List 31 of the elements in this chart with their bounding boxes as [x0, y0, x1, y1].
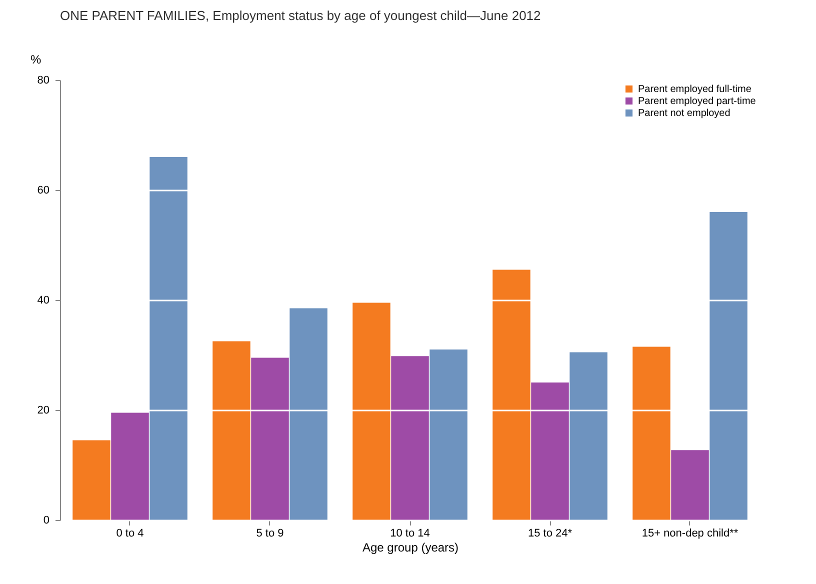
y-tick-label: 40: [37, 294, 50, 306]
y-tick-label: 0: [43, 514, 50, 526]
bar: [72, 440, 110, 520]
bar: [632, 346, 670, 520]
bar: [671, 450, 709, 520]
bar: [290, 308, 328, 520]
bar: [710, 212, 748, 520]
bar: [531, 382, 569, 520]
legend-label: Parent not employed: [638, 108, 730, 119]
y-tick-label: 60: [37, 184, 50, 196]
x-tick-label: 10 to 14: [390, 528, 430, 540]
x-tick-label: 0 to 4: [116, 528, 144, 540]
bar: [430, 350, 468, 520]
legend-label: Parent employed part-time: [638, 96, 756, 107]
bar: [391, 356, 429, 520]
x-axis-title: Age group (years): [362, 540, 459, 554]
x-tick-label: 5 to 9: [256, 528, 284, 540]
bar: [352, 302, 390, 520]
bar: [251, 358, 289, 520]
y-tick-label: 80: [37, 74, 50, 86]
bar: [150, 157, 188, 520]
bar: [111, 412, 149, 520]
bar: [570, 352, 608, 520]
x-tick-label: 15 to 24*: [528, 528, 573, 540]
bar: [492, 270, 530, 520]
y-axis-title: %: [30, 52, 42, 66]
bar: [212, 341, 250, 520]
y-tick-label: 20: [37, 404, 50, 416]
legend-label: Parent employed full-time: [638, 84, 752, 95]
x-tick-label: 15+ non-dep child**: [642, 528, 739, 540]
chart-title: ONE PARENT FAMILIES, Employment status by age of youngest child—June 2012: [60, 8, 541, 23]
